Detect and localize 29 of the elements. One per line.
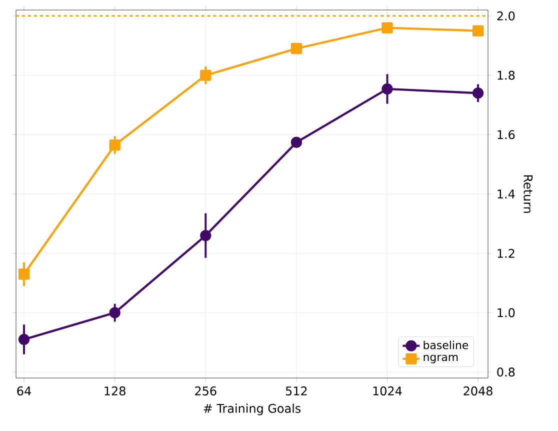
- point: [109, 307, 120, 318]
- point: [18, 334, 30, 345]
- y-tick-label: 1.6: [498, 130, 515, 140]
- y-tick-label: 1.2: [498, 248, 514, 258]
- legend-label: ngram: [424, 354, 458, 364]
- point: [290, 43, 302, 54]
- x-tick-label: 128: [104, 386, 126, 396]
- y-axis-title: Return: [524, 175, 533, 213]
- point: [472, 88, 484, 99]
- x-tick-label: 512: [286, 386, 307, 396]
- x-tick-label: 256: [195, 386, 216, 396]
- point: [290, 136, 302, 148]
- x-axis-title: # Training Goals: [204, 404, 301, 416]
- point: [200, 70, 212, 81]
- point: [109, 139, 120, 151]
- point: [200, 230, 212, 242]
- point: [18, 268, 30, 280]
- legend-label: baseline: [424, 340, 468, 350]
- x-tick-label: 1024: [373, 386, 402, 396]
- point: [382, 83, 393, 95]
- y-tick-label: 2.0: [497, 11, 515, 20]
- y-tick-label: 1.4: [498, 190, 515, 198]
- y-tick-label: 0.8: [497, 368, 515, 377]
- point: [382, 22, 393, 34]
- y-tick-label: 1.8: [498, 70, 515, 80]
- x-tick-label: 2048: [464, 386, 492, 396]
- x-tick-label: 64: [17, 386, 31, 396]
- point: [472, 25, 484, 36]
- y-tick-label: 1.0: [498, 308, 515, 318]
